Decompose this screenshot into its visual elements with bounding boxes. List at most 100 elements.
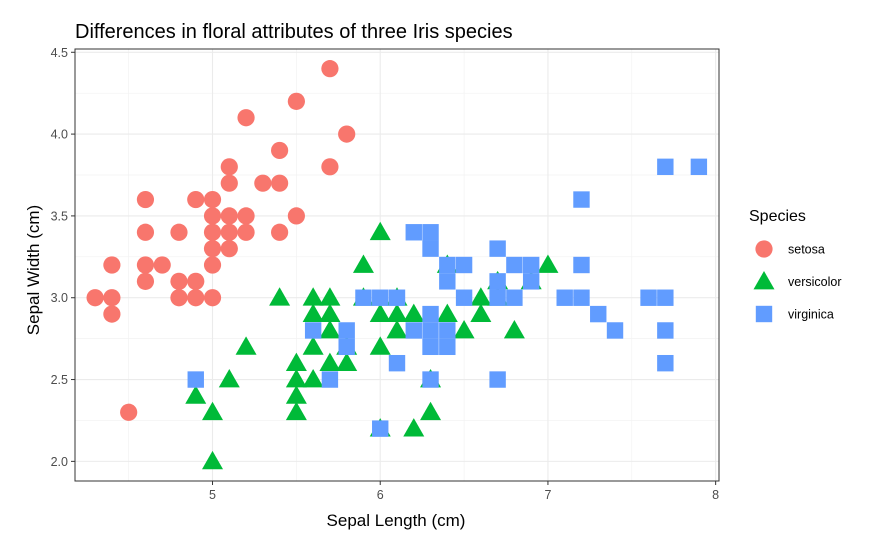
virginica-point (506, 256, 523, 274)
plot-panel (74, 48, 720, 482)
versicolor-point (403, 303, 425, 322)
versicolor-point (269, 287, 291, 306)
legend-keys: setosa versicolor virginica (753, 240, 842, 323)
virginica-point (606, 322, 624, 339)
setosa-point (203, 256, 222, 274)
versicolor-point (285, 401, 307, 421)
versicolor-point (420, 401, 442, 421)
y-tick-label: 3.0 (51, 291, 68, 305)
virginica-point (405, 224, 422, 241)
versicolor-point (453, 319, 475, 339)
setosa-point (237, 109, 255, 127)
setosa-point (203, 240, 222, 258)
setosa-point (187, 190, 205, 209)
versicolor-point (302, 369, 324, 388)
virginica-point (388, 354, 406, 372)
virginica-point (388, 289, 406, 306)
virginica-point (372, 289, 389, 306)
versicolor-point (202, 450, 224, 470)
legend-key-circle (755, 240, 773, 258)
setosa-point (237, 223, 255, 241)
data-points (86, 60, 708, 470)
legend-item-versicolor: versicolor (753, 271, 842, 290)
legend-key-triangle (753, 271, 775, 290)
versicolor-point (218, 369, 240, 388)
virginica-point (573, 289, 590, 306)
setosa-point (271, 174, 289, 192)
versicolor-point (302, 287, 324, 306)
setosa-point (321, 60, 339, 78)
virginica-point (522, 273, 540, 290)
virginica-point (690, 158, 708, 176)
legend-label-versicolor: versicolor (788, 275, 842, 289)
virginica-point (657, 289, 674, 306)
virginica-point (573, 256, 590, 274)
virginica-point (422, 305, 439, 323)
x-tick-label: 5 (209, 488, 216, 502)
setosa-point (254, 174, 272, 192)
setosa-point (103, 305, 121, 323)
setosa-point (220, 240, 238, 258)
virginica-point (439, 273, 456, 290)
setosa-point (321, 158, 339, 176)
setosa-point (287, 207, 305, 225)
setosa-point (187, 289, 205, 307)
versicolor-point (302, 303, 324, 322)
setosa-point (103, 289, 121, 307)
plot-border (74, 48, 720, 482)
y-tick-label: 2.5 (51, 373, 68, 387)
setosa-point (220, 207, 238, 225)
y-tick-label: 3.5 (51, 209, 68, 223)
versicolor-point (302, 336, 324, 355)
virginica-point (455, 289, 473, 306)
versicolor-point (403, 418, 425, 437)
y-tick-label: 4.0 (51, 128, 68, 142)
setosa-point (287, 92, 305, 110)
x-axis-ticks: 5 6 7 8 (209, 481, 719, 502)
series-setosa (86, 60, 356, 421)
x-axis-label: Sepal Length (cm) (327, 511, 466, 530)
y-tick-label: 2.0 (51, 455, 68, 469)
versicolor-point (185, 385, 207, 404)
versicolor-point (470, 287, 492, 306)
virginica-point (372, 420, 389, 437)
chart-title: Differences in floral attributes of thre… (75, 21, 513, 43)
setosa-point (203, 289, 222, 307)
virginica-point (489, 371, 506, 388)
setosa-point (203, 207, 222, 225)
setosa-point (338, 125, 356, 143)
virginica-point (522, 256, 540, 274)
x-tick-label: 6 (377, 488, 384, 502)
setosa-point (271, 223, 289, 241)
setosa-point (203, 223, 222, 241)
virginica-point (422, 224, 439, 241)
virginica-point (556, 289, 573, 306)
versicolor-point (336, 352, 358, 372)
virginica-point (489, 289, 506, 306)
plot-background (75, 49, 719, 481)
versicolor-point (436, 303, 458, 322)
virginica-point (422, 322, 439, 339)
setosa-point (203, 190, 222, 209)
setosa-point (153, 256, 171, 274)
virginica-point (590, 305, 607, 323)
virginica-point (657, 158, 674, 176)
y-axis-label: Sepal Width (cm) (24, 205, 43, 335)
versicolor-point (202, 401, 224, 421)
virginica-point (455, 256, 473, 274)
setosa-point (103, 256, 121, 274)
virginica-point (640, 289, 657, 306)
setosa-point (170, 272, 188, 290)
legend-key-square (755, 305, 773, 323)
virginica-point (506, 289, 523, 306)
x-tick-label: 7 (544, 488, 551, 502)
versicolor-point (319, 319, 341, 339)
virginica-point (338, 338, 355, 356)
versicolor-point (285, 385, 307, 404)
virginica-point (405, 322, 422, 339)
legend-item-virginica: virginica (755, 305, 834, 323)
versicolor-point (537, 254, 559, 273)
setosa-point (187, 272, 205, 290)
versicolor-point (369, 303, 391, 322)
